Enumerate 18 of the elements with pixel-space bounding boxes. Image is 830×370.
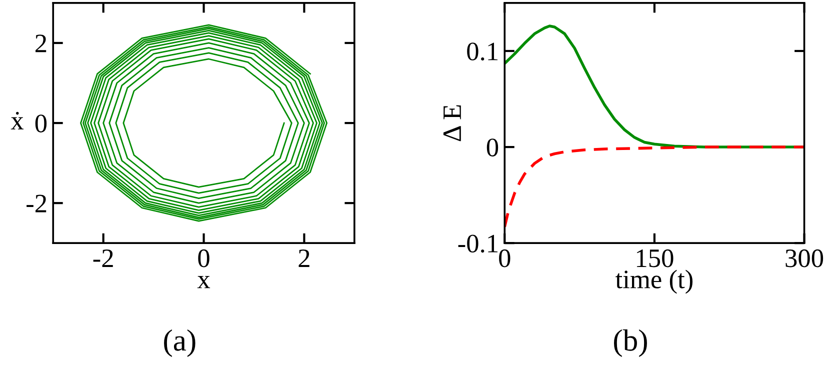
text: (b) [614, 329, 647, 358]
y-tick-label: 0 [486, 138, 498, 156]
x-axis-title: x [197, 276, 210, 288]
x-tick-label: -2 [93, 249, 113, 267]
x-tick-label: 150 [636, 249, 674, 268]
y-tick-label: -2 [26, 194, 46, 212]
y-tick-label: 0 [35, 114, 47, 132]
x-tick-label: 0 [499, 249, 510, 268]
x-tick-label: 0 [198, 249, 210, 268]
y-axis-title: Δ E [443, 105, 461, 142]
y-tick-label: -0.1 [458, 234, 498, 253]
y-axis-title: ẋ [10, 112, 24, 130]
y-tick-label: 2 [36, 34, 46, 52]
x-axis-title: time (t) [616, 270, 692, 294]
x-tick-label: 300 [786, 249, 824, 268]
y-tick-label: 0.1 [467, 42, 498, 61]
x-tick-label: 2 [298, 249, 310, 267]
text: (a) [164, 329, 196, 358]
